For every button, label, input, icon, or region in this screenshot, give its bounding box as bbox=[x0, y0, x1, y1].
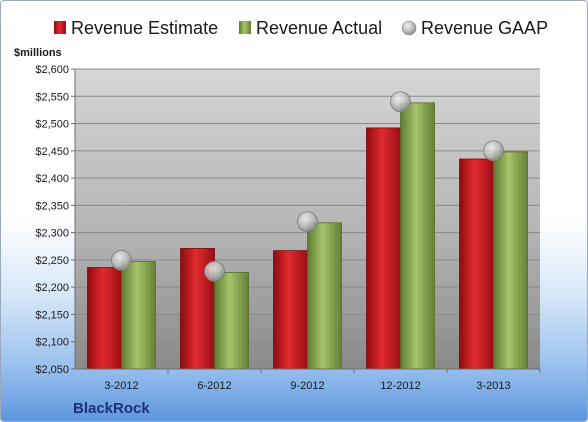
gaap-marker bbox=[483, 140, 504, 162]
gaap-marker bbox=[297, 211, 318, 233]
legend-swatch-actual bbox=[239, 21, 251, 34]
y-axis-unit-label: $millions bbox=[14, 47, 62, 59]
legend-swatch-gaap bbox=[401, 20, 417, 36]
legend-label-estimate: Revenue Estimate bbox=[71, 18, 218, 38]
gaap-marker bbox=[204, 260, 225, 282]
legend-label-gaap: Revenue GAAP bbox=[421, 18, 548, 38]
legend-item-estimate: Revenue Estimate bbox=[54, 18, 218, 38]
bar-actual bbox=[400, 102, 435, 370]
axes: $2,050 $2,100 $2,150 $2,200 $2,250 $2,300 $2,3… bbox=[35, 64, 541, 392]
bars bbox=[87, 102, 528, 370]
x-tick-label: 9-2012 bbox=[290, 380, 324, 392]
legend-item-gaap: Revenue GAAP bbox=[401, 18, 548, 38]
y-tick-label: $2,250 bbox=[35, 255, 69, 267]
y-tick-label: $2,450 bbox=[35, 146, 69, 158]
legend: Revenue Estimate Revenue Actual Revenue … bbox=[54, 18, 548, 38]
gaap-marker bbox=[111, 250, 132, 271]
y-tick-label: $2,550 bbox=[35, 91, 69, 103]
legend-swatch-estimate bbox=[54, 21, 66, 34]
gaap-markers bbox=[111, 91, 504, 282]
bar-actual bbox=[121, 261, 156, 370]
y-tick-label: $2,400 bbox=[35, 173, 69, 185]
legend-item-actual: Revenue Actual bbox=[239, 18, 382, 38]
bar-actual bbox=[493, 151, 528, 370]
y-tick-label: $2,350 bbox=[35, 200, 69, 212]
x-tick-label: 12-2012 bbox=[380, 380, 420, 392]
bar-estimate bbox=[459, 158, 494, 370]
y-tick-label: $2,500 bbox=[35, 119, 69, 131]
y-tick-label: $2,200 bbox=[35, 282, 69, 294]
bar-estimate bbox=[273, 250, 308, 370]
y-tick-label: $2,150 bbox=[35, 309, 69, 321]
y-tick-label: $2,050 bbox=[35, 364, 69, 376]
legend-label-actual: Revenue Actual bbox=[256, 18, 382, 38]
company-name: BlackRock bbox=[73, 400, 150, 417]
gaap-marker bbox=[390, 91, 411, 113]
bar-actual bbox=[307, 222, 342, 370]
y-tick-label: $2,600 bbox=[35, 64, 69, 76]
bar-estimate bbox=[87, 267, 122, 370]
bar-estimate bbox=[366, 127, 401, 370]
x-tick-label: 3-2012 bbox=[104, 380, 138, 392]
x-tick-label: 6-2012 bbox=[197, 380, 231, 392]
y-tick-label: $2,300 bbox=[35, 228, 69, 240]
y-tick-label: $2,100 bbox=[35, 337, 69, 349]
bar-actual bbox=[214, 272, 249, 370]
x-tick-label: 3-2013 bbox=[476, 380, 510, 392]
